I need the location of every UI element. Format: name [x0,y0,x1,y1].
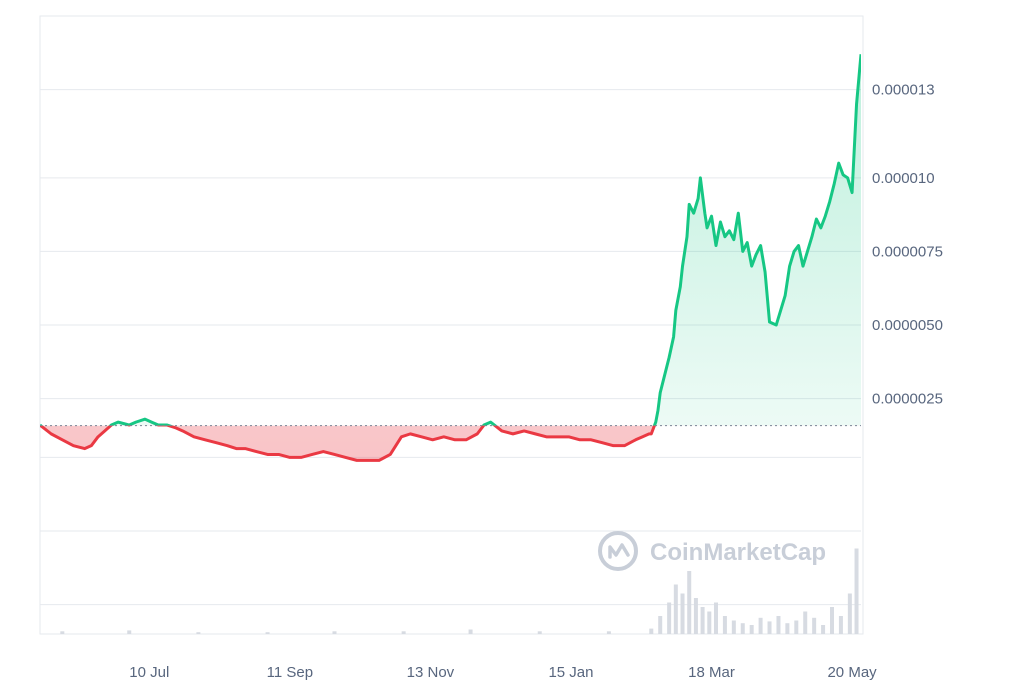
volume-bar [785,623,790,634]
volume-bar [127,630,132,634]
price-area [40,54,861,461]
volume-bar [606,631,611,634]
volume-bar [731,620,736,634]
volume-bar [829,607,834,634]
volume-bar [722,616,727,634]
volume-bar [468,629,473,634]
y-tick-label: 0.000013 [872,82,935,99]
watermark-text: CoinMarketCap [650,539,826,566]
volume-bar [265,632,270,634]
volume-bar [821,625,826,634]
volume-bar [749,625,754,634]
volume-bar [700,607,705,634]
y-tick-label: 0.000010 [872,170,935,187]
volume-bar [673,584,678,634]
volume-bar [838,616,843,634]
price-line-above [40,54,861,426]
volume-bar [332,631,337,634]
price-line-below [40,425,657,462]
y-tick-label: 0.0000050 [872,317,943,334]
y-tick-label: 0.0000075 [872,243,943,260]
volume-bar [794,620,799,634]
volume-bar [707,611,712,634]
volume-bar [847,593,852,634]
volume-bar [687,571,692,634]
volume-bar [60,631,65,634]
price-line [40,54,861,462]
coinmarketcap-logo-icon [598,531,638,571]
volume-bar [649,628,654,634]
volume-bar [667,602,672,634]
volume-bar [803,611,808,634]
volume-bar [537,631,542,634]
volume-bar [758,617,763,634]
x-tick-label: 20 May [827,664,877,681]
x-tick-label: 10 Jul [129,664,169,681]
coinmarketcap-logo-mark [608,543,630,559]
x-tick-label: 15 Jan [548,664,593,681]
x-tick-label: 11 Sep [267,664,313,681]
volume-bar [196,632,201,634]
volume-bar [713,602,718,634]
price-area-above [40,54,861,426]
axis-labels: 0.0000025 0.0000050 0.0000075 0.000010 0.000… [129,82,943,681]
volume-bars [60,548,859,634]
volume-bar [776,616,781,634]
volume-bar [854,548,859,634]
watermark: CoinMarketCap [598,531,826,571]
x-tick-label: 18 Mar [688,664,735,681]
price-area-below [40,425,861,461]
volume-bar [680,593,685,634]
volume-bar [812,617,817,634]
volume-bar [740,623,745,634]
volume-bar [401,631,406,634]
y-tick-label: 0.0000025 [872,391,943,408]
x-tick-label: 13 Nov [407,664,455,681]
volume-bar [767,621,772,634]
volume-bar [658,616,663,634]
volume-bar [693,598,698,634]
